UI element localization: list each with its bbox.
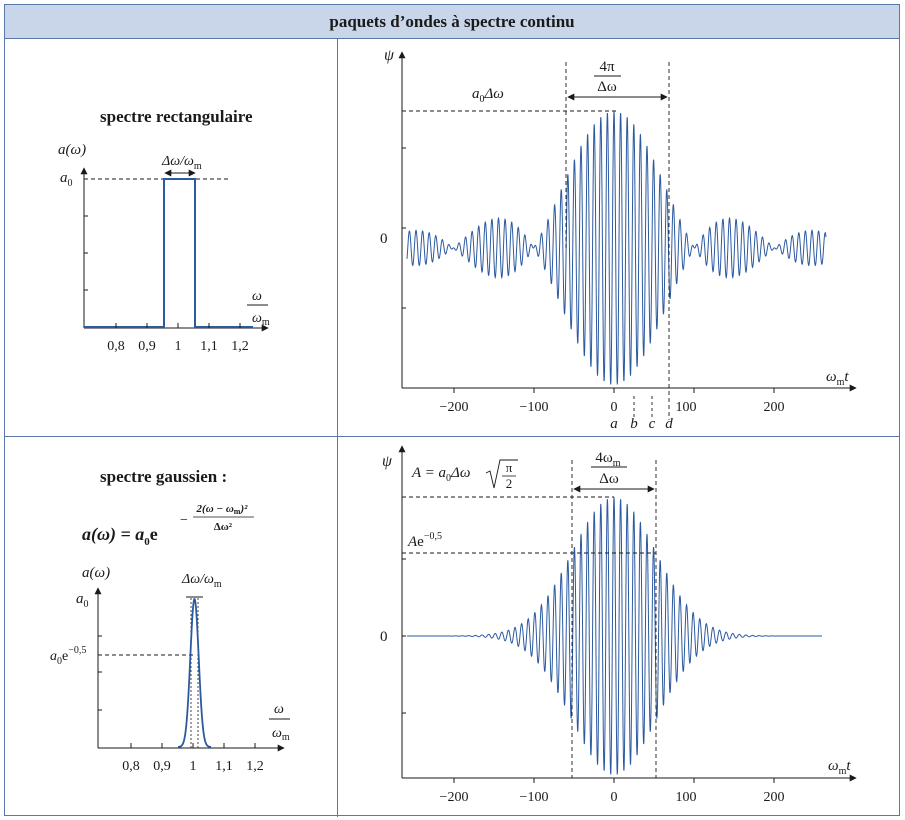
rect-x-tick-label: 1 (175, 339, 182, 354)
wave1-x-tick-label: 0 (611, 400, 618, 415)
wave1-x-tick-label: 100 (676, 400, 697, 415)
gauss-ylabel: a(ω) (82, 565, 110, 581)
wave2-x-tick-label: −200 (440, 790, 469, 805)
gauss-x-tick-label: 1,2 (246, 759, 264, 774)
rect-x-tick-label: 0,9 (138, 339, 156, 354)
rect-x-tick-label: 1,2 (231, 339, 249, 354)
wave2-xlabel: ωmt (828, 758, 851, 777)
wave1-x-tick-label: −200 (440, 400, 469, 415)
wave1-ylabel: ψ (384, 47, 395, 64)
wave2-zero: 0 (380, 629, 388, 645)
gauss-x-ticks: 0,8 0,9 1 1,1 1,2 (122, 743, 264, 774)
wave2-sqrt-sign (485, 459, 518, 489)
wave1-xlabel: ωmt (826, 369, 849, 388)
gauss-exp-num: 2(ω − ωm)² (196, 503, 249, 516)
wave2-sqrt-den: 2 (506, 476, 513, 491)
wave2-width-num: 4ωm (595, 450, 620, 469)
gauss-exp-den: Δω² (214, 521, 233, 533)
wave1-y-ticks (402, 147, 406, 309)
wave2-x-tick-label: 0 (611, 790, 618, 805)
rect-xlabel-num: ω (252, 289, 262, 304)
rect-a0: a0 (60, 170, 73, 189)
rect-title: spectre rectangulaire (100, 107, 253, 126)
gauss-xlabel-num: ω (274, 702, 284, 717)
rect-ylabel: a(ω) (58, 142, 86, 158)
gauss-x-tick-label: 0,9 (153, 759, 171, 774)
wave1-x-tick-label: 200 (764, 400, 785, 415)
gauss-y-ticks (98, 635, 102, 711)
table-header: paquets d’ondes à spectre continu (5, 5, 899, 39)
wave2-sqrt-num: π (506, 460, 513, 475)
rect-x-tick-label: 0,8 (107, 339, 125, 354)
rect-spectrum-panel: spectre rectangulaire a(ω) a0 Δω/ωm ω ωm… (58, 107, 270, 354)
gauss-a0e: a0e−0,5 (50, 645, 86, 667)
wave1-curve (406, 110, 827, 385)
gauss-xlabel-den: ωm (272, 726, 290, 743)
wave1-marker-a: a (610, 416, 618, 432)
header-title: paquets d’ondes à spectre continu (329, 11, 575, 31)
wave2-x-ticks: −200 −100 0 100 200 (440, 778, 785, 805)
wave1-amp-label: a0Δω (472, 86, 504, 105)
column-divider (337, 38, 338, 817)
rect-y-ticks (84, 215, 88, 291)
figure-table: paquets d’ondes à spectre continu (4, 4, 900, 817)
rect-x-ticks: 0,8 0,9 1 1,1 1,2 (107, 323, 249, 354)
row-divider (5, 436, 899, 437)
wave2-x-tick-label: 100 (676, 790, 697, 805)
gauss-title: spectre gaussien : (100, 467, 227, 486)
wave2-ylabel: ψ (382, 453, 393, 470)
wave1-marker-c: c (649, 416, 656, 432)
gauss-x-tick-label: 0,8 (122, 759, 140, 774)
wave2-ae-label: Ae−0,5 (407, 531, 442, 550)
gauss-width-label: Δω/ωm (181, 572, 222, 590)
wave1-x-tick-label: −100 (520, 400, 549, 415)
rect-x-tick-label: 1,1 (200, 339, 218, 354)
wave1-zero: 0 (380, 231, 388, 247)
wave1-width-den: Δω (597, 79, 617, 95)
rect-width-label: Δω/ωm (161, 154, 202, 172)
gauss-wave-panel: ψ 0 4ωm Δω A = a0Δω π 2 Ae−0,5 ωmt −200−… (380, 445, 857, 805)
gauss-a0: a0 (76, 591, 89, 610)
wave2-x-tick-label: 200 (764, 790, 785, 805)
rect-spectrum-curve (84, 178, 253, 328)
gauss-minus: − (180, 513, 188, 528)
wave2-x-tick-label: −100 (520, 790, 549, 805)
rect-xlabel-den: ωm (252, 311, 270, 328)
wave1-width-num: 4π (599, 59, 615, 75)
gauss-x-tick-label: 1,1 (215, 759, 233, 774)
wave2-amp-formula: A = a0Δω (411, 465, 470, 484)
gauss-spectrum-curve (177, 598, 212, 748)
gauss-spectrum-panel: spectre gaussien : a(ω) = a0e − 2(ω − ωm… (50, 467, 290, 774)
wave2-curve (407, 496, 822, 775)
wave1-marker-b: b (630, 416, 638, 432)
wave1-x-ticks: −200 −100 0 100 200 (440, 388, 785, 415)
wave2-width-den: Δω (599, 471, 619, 487)
gauss-formula: a(ω) = a0e (82, 524, 158, 548)
wave1-marker-d: d (665, 416, 673, 432)
wave2-y-ticks (402, 558, 406, 714)
gauss-x-tick-label: 1 (190, 759, 197, 774)
